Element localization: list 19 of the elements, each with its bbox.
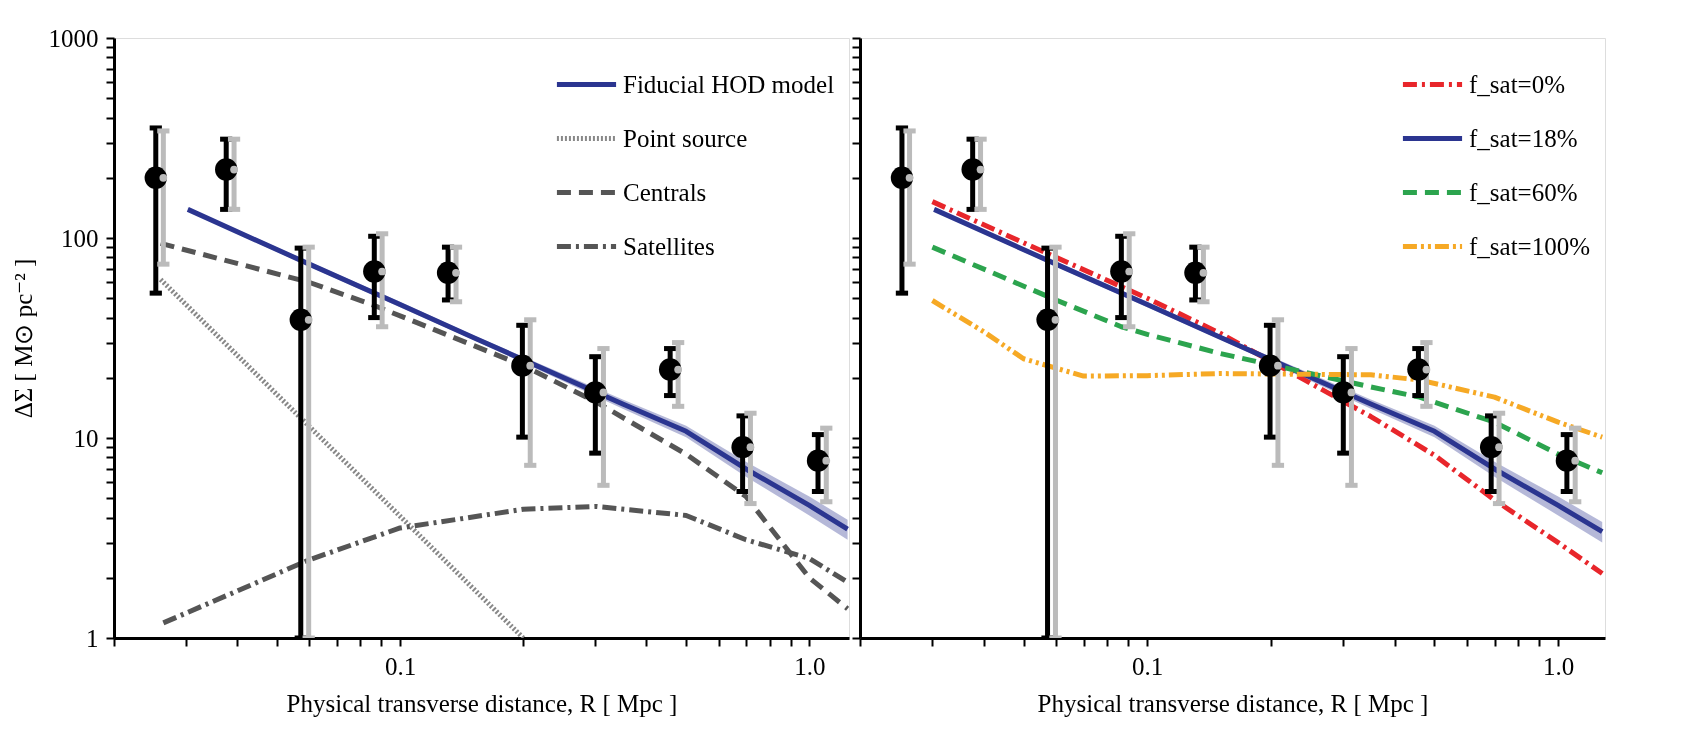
legend-label: Centrals	[623, 178, 707, 206]
legend-label: Satellites	[623, 232, 715, 260]
x-axis-title: Physical transverse distance, R [ Mpc ]	[286, 689, 678, 717]
x-tick-label: 0.1	[384, 652, 417, 680]
legend-label: f_sat=100%	[1469, 232, 1591, 260]
y-tick-label: 10	[73, 424, 99, 452]
legend-label: f_sat=60%	[1469, 178, 1578, 206]
y-tick-label: 100	[61, 224, 99, 252]
legend-label: Fiducial HOD model	[623, 70, 835, 98]
legend-label: Point source	[623, 124, 748, 152]
x-tick-label: 1.0	[1543, 652, 1575, 680]
y-axis-title: ΔΣ [ M⊙ pc⁻² ]	[9, 258, 37, 419]
x-axis-title: Physical transverse distance, R [ Mpc ]	[1037, 689, 1429, 717]
x-tick-label: 1.0	[794, 652, 826, 680]
y-tick-label: 1	[86, 624, 99, 652]
legend-label: f_sat=18%	[1469, 124, 1578, 152]
x-tick-label: 0.1	[1132, 652, 1164, 680]
legend-label: f_sat=0%	[1469, 70, 1566, 98]
y-tick-label: 1000	[48, 24, 99, 52]
